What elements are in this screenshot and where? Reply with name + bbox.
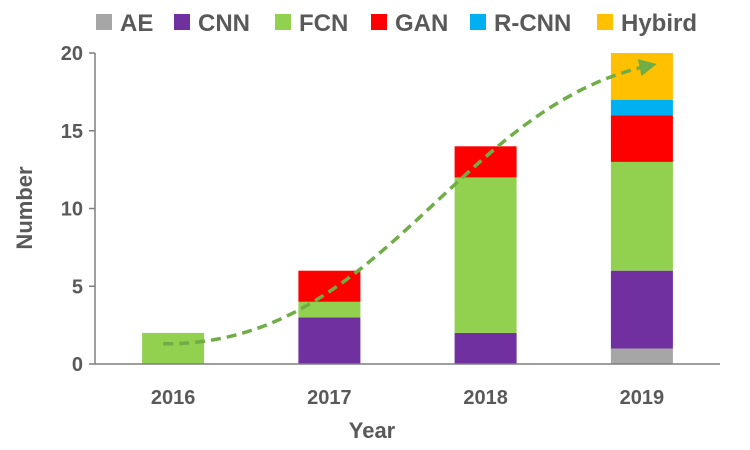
x-tick-label-2017: 2017 bbox=[307, 387, 352, 409]
legend-swatch-cnn bbox=[174, 14, 190, 30]
trend-arrow bbox=[163, 59, 657, 346]
legend-swatch-gan bbox=[371, 14, 387, 30]
y-tick-label-20: 20 bbox=[61, 43, 83, 65]
bar-ae-2019 bbox=[610, 348, 673, 364]
legend-swatch-hybird bbox=[597, 14, 613, 30]
x-axis-title: Year bbox=[349, 418, 396, 443]
bar-gan-2017 bbox=[298, 270, 361, 302]
bar-cnn-2018 bbox=[454, 332, 517, 364]
y-tick-label-5: 5 bbox=[72, 276, 83, 298]
bar-r-cnn-2019 bbox=[610, 99, 673, 116]
y-tick-label-15: 15 bbox=[61, 121, 83, 143]
legend-label-ae: AE bbox=[120, 10, 153, 37]
y-tick-label-0: 0 bbox=[72, 354, 83, 376]
legend: AE CNN FCN GAN R-CNN Hybird bbox=[96, 10, 697, 37]
bar-fcn-2019 bbox=[610, 161, 673, 271]
bar-fcn-2017 bbox=[298, 301, 361, 318]
legend-label-hybird: Hybird bbox=[621, 10, 697, 37]
bar-fcn-2018 bbox=[454, 177, 517, 333]
legend-swatch-ae bbox=[96, 14, 112, 30]
legend-label-gan: GAN bbox=[395, 10, 448, 37]
y-axis-title: Number bbox=[12, 166, 37, 250]
x-tick-label-2016: 2016 bbox=[151, 387, 196, 409]
trend-arrow-group bbox=[163, 59, 657, 346]
legend-swatch-r-cnn bbox=[470, 14, 486, 30]
bars-group bbox=[142, 53, 673, 364]
x-tick-label-2018: 2018 bbox=[463, 387, 508, 409]
legend-label-r-cnn: R-CNN bbox=[494, 10, 571, 37]
y-tick-label-10: 10 bbox=[61, 199, 83, 221]
bar-cnn-2017 bbox=[298, 317, 361, 364]
legend-label-cnn: CNN bbox=[198, 10, 250, 37]
bar-fcn-2016 bbox=[142, 332, 205, 364]
legend-swatch-fcn bbox=[275, 14, 291, 30]
bar-cnn-2019 bbox=[610, 270, 673, 349]
legend-label-fcn: FCN bbox=[299, 10, 348, 37]
axes-group: 0 5 10 15 20 2016 2017 2018 2019 bbox=[61, 43, 720, 409]
bar-gan-2018 bbox=[454, 146, 517, 178]
bar-hybird-2019 bbox=[610, 53, 673, 100]
bar-gan-2019 bbox=[610, 115, 673, 162]
x-tick-label-2019: 2019 bbox=[620, 387, 665, 409]
